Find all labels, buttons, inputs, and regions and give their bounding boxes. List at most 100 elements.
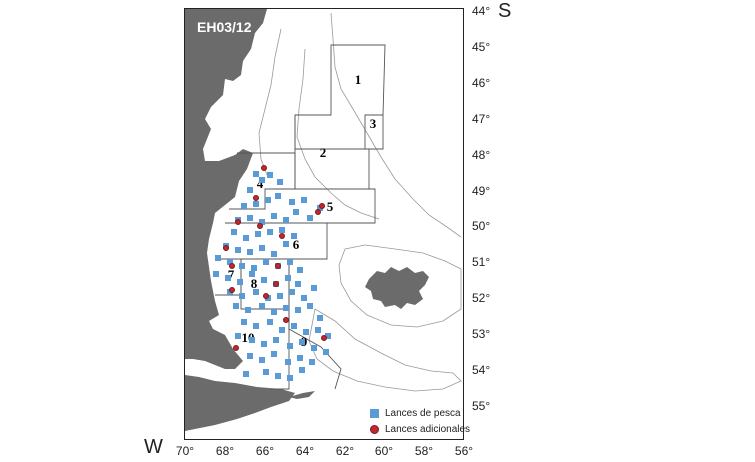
fishing-haul-marker (247, 249, 253, 255)
fishing-haul-marker (301, 295, 307, 301)
red-dot-icon (370, 425, 379, 434)
fishing-haul-marker (307, 303, 313, 309)
lat-tick-45: 45° (472, 40, 491, 54)
lat-tick-55: 55° (472, 399, 491, 413)
fishing-haul-marker (277, 179, 283, 185)
fishing-haul-marker (235, 247, 241, 253)
additional-haul-marker (263, 293, 269, 299)
legend-fishing-hauls: Lances de pesca (370, 408, 461, 419)
fishing-haul-marker (259, 303, 265, 309)
lat-tick-51: 51° (472, 255, 491, 269)
additional-haul-marker (223, 245, 229, 251)
map-canvas (185, 9, 462, 431)
fishing-haul-marker (285, 275, 291, 281)
fishing-haul-marker (213, 271, 219, 277)
fishing-haul-marker (271, 309, 277, 315)
fishing-haul-marker (299, 367, 305, 373)
zone-label-8: 8 (250, 276, 258, 291)
fishing-haul-marker (249, 271, 255, 277)
fishing-haul-marker (303, 329, 309, 335)
zone-label-7: 7 (227, 267, 235, 282)
fishing-haul-marker (249, 337, 255, 343)
fishing-haul-marker (291, 233, 297, 239)
fishing-haul-marker (253, 171, 259, 177)
fishing-haul-marker (283, 217, 289, 223)
fishing-haul-marker (235, 333, 241, 339)
fishing-haul-marker (261, 277, 267, 283)
fishing-haul-marker (307, 215, 313, 221)
lat-tick-52: 52° (472, 291, 491, 305)
fishing-haul-marker (289, 199, 295, 205)
zone-10-boundary (241, 308, 290, 390)
zone-label-6: 6 (292, 237, 300, 252)
fishing-haul-marker (263, 259, 269, 265)
fishing-haul-marker (241, 203, 247, 209)
tierra-del-fuego (185, 375, 295, 431)
fishing-haul-marker (297, 355, 303, 361)
zone-8-boundary (240, 258, 290, 310)
fishing-haul-marker (255, 231, 261, 237)
lon-tick-60: 60° (374, 444, 394, 458)
fishing-haul-marker (301, 197, 307, 203)
fishing-haul-marker (287, 343, 293, 349)
lon-tick-62: 62° (335, 444, 355, 458)
fishing-haul-marker (259, 357, 265, 363)
south-label: S (498, 0, 512, 22)
lat-tick-48: 48° (472, 148, 491, 162)
fishing-haul-marker (275, 193, 281, 199)
additional-haul-marker (229, 263, 235, 269)
fishing-haul-marker (263, 369, 269, 375)
lon-tick-68: 68° (215, 444, 235, 458)
fishing-haul-marker (243, 371, 249, 377)
malvinas-islands (365, 267, 429, 309)
fishing-haul-marker (265, 197, 271, 203)
additional-haul-marker (261, 165, 267, 171)
fishing-haul-marker (283, 305, 289, 311)
lon-tick-66: 66° (255, 444, 275, 458)
fishing-haul-marker (247, 353, 253, 359)
fishing-haul-marker (279, 327, 285, 333)
fishing-haul-marker (267, 172, 273, 178)
fishing-haul-marker (315, 327, 321, 333)
zone-label-2: 2 (319, 145, 327, 160)
additional-haul-marker (321, 335, 327, 341)
survey-code: EH03/12 (197, 19, 252, 35)
fishing-haul-marker (259, 245, 265, 251)
legend-additional-hauls: Lances adicionales (370, 424, 470, 435)
fishing-haul-marker (275, 373, 281, 379)
lon-tick-64: 64° (295, 444, 315, 458)
fishing-haul-marker (311, 345, 317, 351)
fishing-haul-marker (215, 255, 221, 261)
fishing-haul-marker (283, 241, 289, 247)
fishing-haul-marker (243, 235, 249, 241)
fishing-haul-marker (227, 259, 233, 265)
fishing-haul-marker (233, 303, 239, 309)
lat-tick-54: 54° (472, 363, 491, 377)
zone-label-1: 1 (354, 72, 362, 87)
zone-4-boundary (229, 152, 296, 210)
additional-haul-marker (275, 263, 281, 269)
fishing-haul-marker (253, 323, 259, 329)
zone-label-3: 3 (369, 116, 377, 131)
fishing-haul-marker (317, 315, 323, 321)
additional-haul-marker (273, 281, 279, 287)
lat-tick-49: 49° (472, 184, 491, 198)
lat-tick-46: 46° (472, 76, 491, 90)
fishing-haul-marker (259, 177, 265, 183)
lon-tick-56: 56° (454, 444, 474, 458)
isobath-inner (258, 28, 282, 176)
additional-haul-marker (235, 219, 241, 225)
mainland (185, 9, 267, 369)
fishing-haul-marker (287, 259, 293, 265)
lat-tick-47: 47° (472, 112, 491, 126)
fishing-haul-marker (225, 275, 231, 281)
fishing-haul-marker (241, 319, 247, 325)
lat-tick-53: 53° (472, 327, 491, 341)
zone-label-5: 5 (326, 199, 334, 214)
zone-2-boundary (294, 115, 370, 190)
fishing-haul-marker (287, 375, 293, 381)
fishing-haul-marker (323, 349, 329, 355)
map-frame: EH03/12 (184, 8, 464, 440)
legend-fishing-hauls-label: Lances de pesca (385, 408, 461, 419)
fishing-haul-marker (295, 307, 301, 313)
